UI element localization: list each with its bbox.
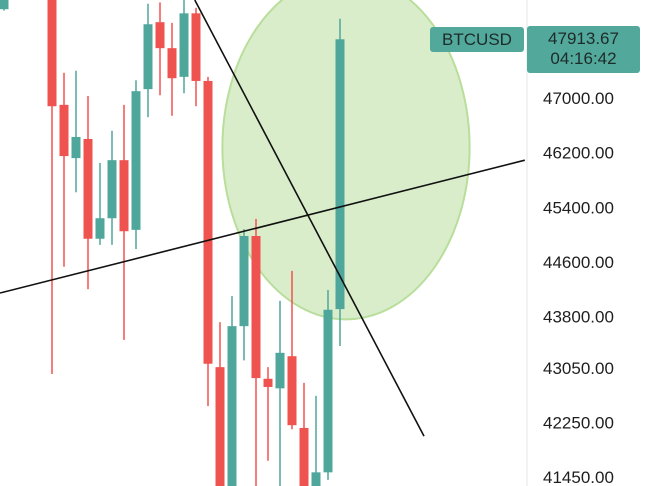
candle-up — [275, 352, 285, 389]
last-price-label: 47913.67 04:16:42 — [527, 26, 640, 73]
candle-up — [311, 472, 321, 486]
y-tick-label: 46200.00 — [543, 144, 614, 163]
candle-down — [191, 13, 201, 81]
candle-up — [335, 39, 345, 310]
last-price: 47913.67 — [548, 29, 619, 48]
bar-countdown: 04:16:42 — [550, 49, 617, 68]
candle-down — [167, 48, 177, 79]
candle-up — [0, 0, 9, 10]
candle-down — [299, 427, 309, 486]
candle-up — [107, 160, 117, 219]
candle-up — [323, 309, 333, 473]
candle-up — [179, 13, 189, 77]
candle-down — [263, 378, 273, 387]
candle-up — [227, 326, 237, 486]
candle-down — [83, 139, 93, 239]
candle-down — [215, 367, 225, 486]
trendline-2[interactable] — [194, 0, 425, 437]
candle-up — [239, 235, 249, 327]
y-tick-label: 47000.00 — [543, 89, 614, 108]
highlight-ellipse[interactable] — [221, 0, 471, 321]
candle-down — [119, 160, 129, 232]
candle-down — [287, 356, 297, 426]
candle-up — [71, 136, 81, 159]
candle-down — [59, 104, 69, 157]
candle-up — [143, 24, 153, 90]
symbol-label: BTCUSD — [430, 27, 524, 52]
candle-down — [203, 80, 213, 364]
y-tick-label: 44600.00 — [543, 253, 614, 272]
y-tick-label: 45400.00 — [543, 198, 614, 217]
candle-down — [155, 22, 165, 49]
y-tick-label: 42250.00 — [543, 413, 614, 432]
y-tick-label: 43050.00 — [543, 359, 614, 378]
candle-down — [47, 0, 57, 107]
candle-down — [251, 235, 261, 379]
trendline-1[interactable] — [0, 159, 525, 294]
candle-up — [95, 218, 105, 239]
y-tick-label: 41450.00 — [543, 468, 614, 486]
candle-up — [131, 91, 141, 230]
y-tick-label: 43800.00 — [543, 308, 614, 327]
